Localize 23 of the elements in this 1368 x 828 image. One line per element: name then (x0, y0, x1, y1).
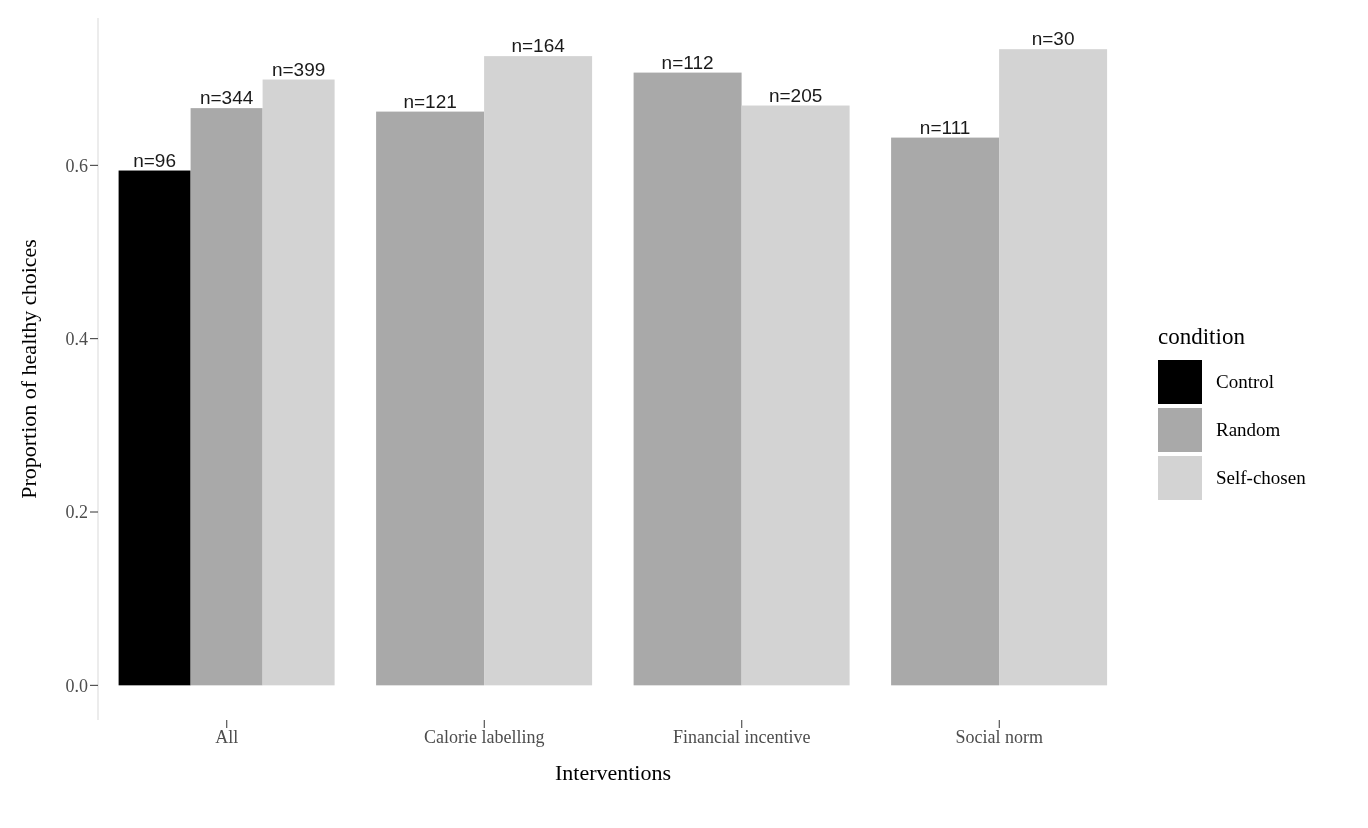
x-tick-label: Calorie labelling (424, 726, 545, 747)
annotation: n=112 (661, 51, 714, 73)
y-tick-label: 0.0 (65, 675, 88, 696)
x-axis-title: Interventions (554, 760, 672, 785)
annotation: n=344 (199, 87, 254, 109)
y-tick-label: 0.6 (65, 155, 88, 176)
annotation: n=164 (511, 35, 566, 57)
y-tick-label: 0.2 (65, 502, 88, 523)
legend-label: Control (1216, 371, 1275, 393)
x-tick-label: All (215, 726, 239, 747)
legend-title: condition (1158, 324, 1246, 350)
legend-label: Self-chosen (1216, 467, 1306, 489)
annotation: n=96 (133, 149, 176, 171)
x-tick-label: Social norm (955, 726, 1043, 747)
legend-label: Random (1216, 419, 1281, 441)
y-axis-title: Proportion of healthy choices (15, 239, 41, 499)
x-tick-label: Financial incentive (673, 726, 811, 747)
annotation: n=205 (768, 84, 823, 106)
annotation: n=30 (1031, 28, 1075, 50)
annotation: n=121 (403, 90, 457, 112)
y-tick-label: 0.4 (65, 329, 88, 350)
annotation: n=111 (919, 116, 971, 138)
annotation: n=399 (271, 58, 326, 80)
